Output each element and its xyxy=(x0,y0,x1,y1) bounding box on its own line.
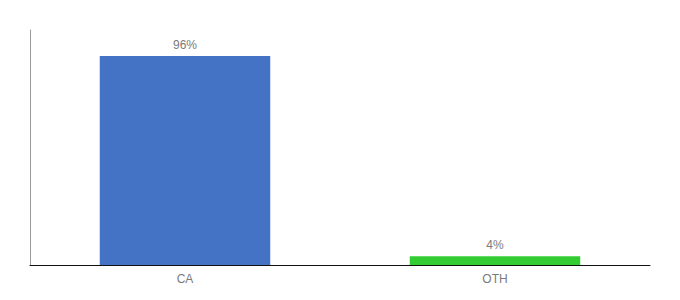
svg-text:4%: 4% xyxy=(486,238,504,252)
svg-text:CA: CA xyxy=(177,272,194,286)
svg-text:OTH: OTH xyxy=(482,272,507,286)
svg-text:96%: 96% xyxy=(173,38,197,52)
